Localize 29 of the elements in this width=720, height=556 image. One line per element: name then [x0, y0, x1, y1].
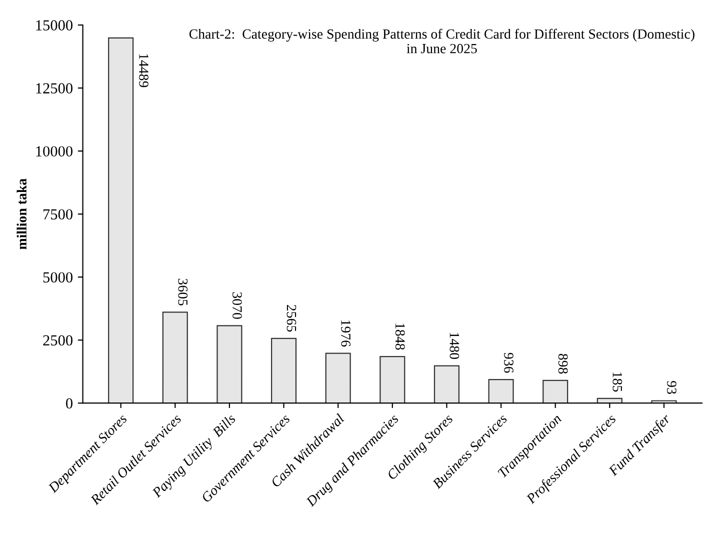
data-label: 3070 [232, 292, 242, 319]
y-axis-title: million taka [16, 178, 27, 250]
y-tick-label: 12500 [36, 83, 72, 94]
bar [380, 356, 406, 404]
y-tick-label: 5000 [43, 272, 72, 283]
data-label: 2565 [286, 304, 296, 332]
data-label: 898 [558, 354, 568, 374]
y-tick-label: 10000 [36, 146, 72, 156]
data-label: 93 [667, 381, 676, 394]
bar [434, 365, 460, 404]
data-label: 14489 [139, 54, 148, 88]
bar [216, 325, 242, 404]
bar [162, 312, 188, 404]
bar [108, 37, 134, 404]
bar [488, 378, 514, 404]
data-label: 3605 [178, 278, 188, 306]
data-label: 936 [504, 352, 514, 373]
y-tick-label: 7500 [44, 209, 72, 220]
bar [325, 352, 351, 404]
bar [542, 380, 568, 404]
text: Chart-2: Category-wise Spending Patterns of Credit Card for Different Sectors (Domestic) in June 2025 [189, 28, 694, 54]
data-label: 185 [612, 372, 622, 392]
data-label: 1480 [450, 332, 460, 359]
y-tick-label: 2500 [43, 335, 72, 346]
y-tick-label: 15000 [36, 20, 72, 30]
data-label: 1848 [395, 324, 405, 350]
data-label: 1976 [341, 320, 350, 347]
bar [270, 338, 297, 404]
y-tick-label: 0 [66, 398, 72, 409]
